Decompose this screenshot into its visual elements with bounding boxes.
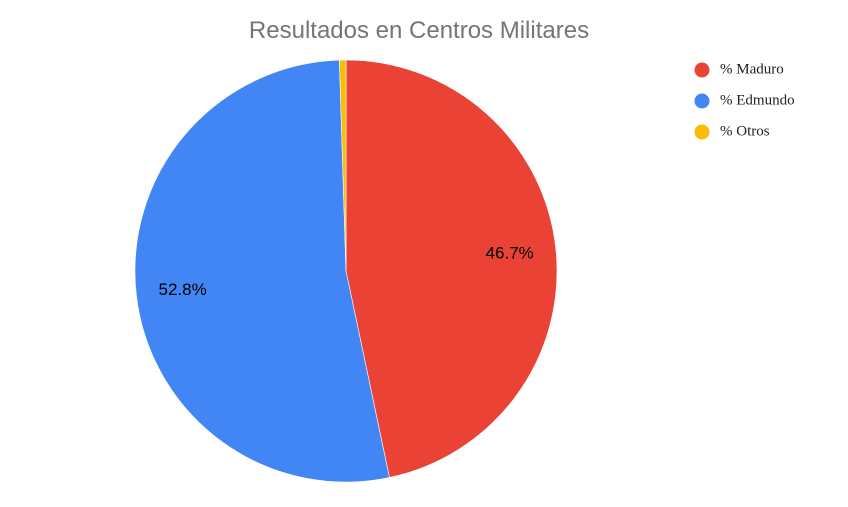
pie-slice-otros bbox=[339, 59, 347, 272]
legend-label-otros: % Otros bbox=[720, 123, 770, 139]
pie-slices bbox=[134, 59, 558, 483]
legend: % Maduro % Edmundo % Otros bbox=[694, 61, 795, 140]
pie-slice-maduro bbox=[345, 59, 558, 478]
slice-label-edmundo: 52.8% bbox=[158, 280, 206, 299]
slice-label-maduro: 46.7% bbox=[486, 243, 534, 262]
chart-title: Resultados en Centros Militares bbox=[249, 17, 589, 44]
legend-swatch-edmundo bbox=[694, 93, 710, 109]
legend-swatch-maduro bbox=[694, 62, 710, 78]
pie-slice-edmundo bbox=[134, 59, 390, 483]
legend-label-edmundo: % Edmundo bbox=[720, 92, 795, 108]
legend-label-maduro: % Maduro bbox=[720, 61, 784, 77]
pie-slice-labels: 46.7% 52.8% bbox=[158, 243, 533, 299]
legend-swatch-otros bbox=[694, 124, 710, 140]
